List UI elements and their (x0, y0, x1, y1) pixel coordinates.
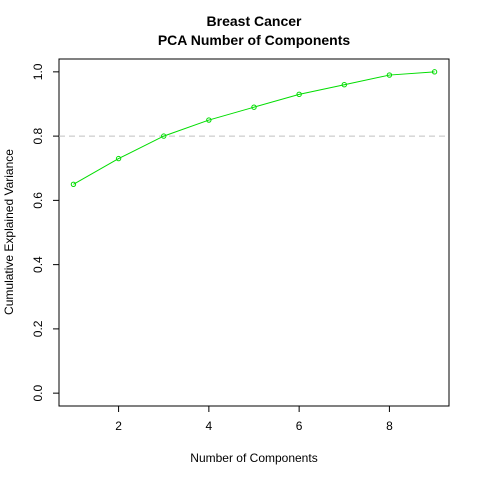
x-tick-label: 8 (386, 419, 393, 433)
y-axis: 0.0 0.2 0.4 0.6 0.8 1.0 (31, 63, 59, 401)
data-point-1 (70, 181, 77, 188)
data-point-9 (431, 69, 438, 75)
data-point-6 (296, 91, 302, 98)
series-line-1 (73, 71, 435, 185)
data-point-4 (206, 117, 212, 123)
chart-title: Breast Cancer (207, 13, 302, 29)
y-tick-label: 0.8 (31, 127, 45, 144)
plot-frame (58, 58, 450, 407)
y-axis-title: Cumulative Explained Variance (2, 149, 16, 315)
data-point-8 (386, 72, 393, 78)
x-tick-label: 6 (296, 419, 303, 433)
data-point-5 (251, 104, 257, 110)
y-tick-label: 0.6 (31, 192, 45, 209)
data-point-7 (341, 82, 347, 88)
chart-subtitle: PCA Number of Components (158, 32, 351, 48)
y-tick-label: 0.2 (31, 320, 45, 337)
x-tick-label: 2 (115, 419, 122, 433)
x-axis-title: Number of Components (190, 451, 317, 465)
y-tick-label: 0.0 (31, 384, 45, 401)
data-point-2 (115, 155, 122, 162)
x-axis: 2 4 6 8 (115, 406, 393, 433)
x-tick-label: 4 (206, 419, 213, 433)
series-layer (70, 69, 438, 188)
data-point-3 (161, 133, 167, 139)
y-tick-label: 0.4 (31, 256, 45, 273)
y-tick-label: 1.0 (31, 63, 45, 80)
